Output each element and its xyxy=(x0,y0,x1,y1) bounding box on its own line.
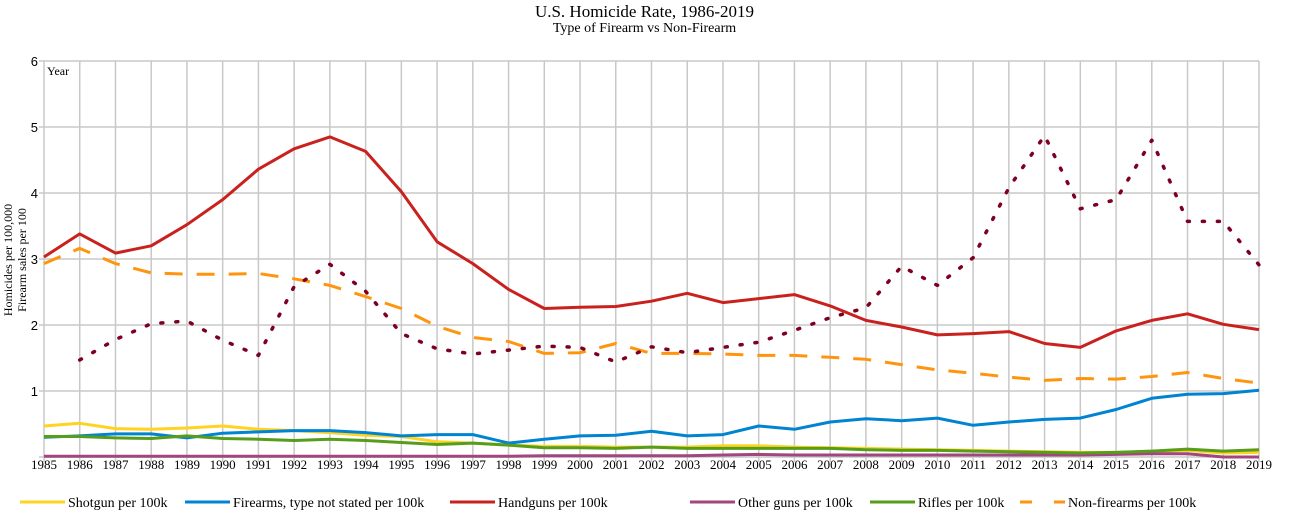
x-tick-label: 2008 xyxy=(853,457,879,472)
legend-label: Non-firearms per 100k xyxy=(1068,496,1196,511)
y-tick-label: 2 xyxy=(31,318,38,333)
y-axis-label-homicides: Homicides per 100,000 xyxy=(1,204,15,316)
x-tick-label: 2012 xyxy=(996,457,1022,472)
x-tick-label: 2016 xyxy=(1139,457,1166,472)
x-tick-label: 2000 xyxy=(567,457,593,472)
series-line-3 xyxy=(44,452,1259,459)
gridlines xyxy=(39,60,1260,462)
series-line-2 xyxy=(43,135,1260,349)
x-tick-label: 2010 xyxy=(924,457,950,472)
x-tick-label: 1992 xyxy=(281,457,307,472)
x-tick-label: 1995 xyxy=(388,457,414,472)
y-tick-label: 5 xyxy=(31,120,38,135)
x-tick-label: 1997 xyxy=(460,457,487,472)
x-tick-label: 2018 xyxy=(1210,457,1236,472)
y-axis-ticks: 1 2 3 4 5 6 xyxy=(31,54,38,399)
y-axis-label-sales: Firearm sales per 100 xyxy=(15,208,29,312)
x-tick-label: 1991 xyxy=(245,457,271,472)
chart-subtitle: Type of Firearm vs Non-Firearm xyxy=(552,21,737,36)
x-axis-label: Year xyxy=(47,64,69,78)
series-lines xyxy=(43,133,1261,459)
series-line-6 xyxy=(77,133,1261,364)
series-line-1 xyxy=(43,388,1260,445)
series-line-5 xyxy=(43,246,1260,385)
x-tick-label: 2007 xyxy=(817,457,844,472)
legend-label: Rifles per 100k xyxy=(918,496,1004,511)
legend-label: Other guns per 100k xyxy=(738,496,853,511)
x-tick-label: 1999 xyxy=(531,457,557,472)
x-tick-label: 2013 xyxy=(1032,457,1058,472)
x-tick-label: 2006 xyxy=(781,457,808,472)
x-tick-label: 2011 xyxy=(960,457,986,472)
x-tick-label: 2009 xyxy=(889,457,915,472)
x-tick-label: 2001 xyxy=(603,457,629,472)
y-tick-label: 3 xyxy=(31,252,38,267)
x-tick-label: 2004 xyxy=(710,457,737,472)
x-tick-label: 1989 xyxy=(174,457,200,472)
legend-label: Shotgun per 100k xyxy=(68,496,168,511)
legend-label: Firearms, type not stated per 100k xyxy=(233,496,424,511)
y-tick-label: 1 xyxy=(31,384,38,399)
x-tick-label: 1998 xyxy=(496,457,522,472)
x-axis-ticks: 1985 1986 1987 1988 1989 1990 1991 1992 1993 1994… xyxy=(31,457,1272,472)
x-tick-label: 2002 xyxy=(639,457,665,472)
x-tick-label: 1988 xyxy=(138,457,164,472)
x-tick-label: 2014 xyxy=(1067,457,1094,472)
y-tick-label: 4 xyxy=(31,186,38,201)
y-tick-label: 6 xyxy=(31,54,38,69)
chart-title: U.S. Homicide Rate, 1986-2019 xyxy=(534,2,755,21)
x-tick-label: 1987 xyxy=(102,457,129,472)
x-tick-label: 2003 xyxy=(674,457,700,472)
x-tick-label: 1996 xyxy=(424,457,451,472)
x-tick-label: 1993 xyxy=(317,457,343,472)
x-tick-label: 2017 xyxy=(1175,457,1202,472)
x-tick-label: 1990 xyxy=(210,457,236,472)
legend-label: Handguns per 100k xyxy=(498,496,608,511)
x-tick-label: 1986 xyxy=(67,457,94,472)
x-tick-label: 1985 xyxy=(31,457,57,472)
x-tick-label: 2019 xyxy=(1246,457,1272,472)
x-tick-label: 1994 xyxy=(353,457,380,472)
x-tick-label: 2005 xyxy=(746,457,772,472)
x-tick-label: 2015 xyxy=(1103,457,1129,472)
legend: Shotgun per 100k Firearms, type not state… xyxy=(20,496,1196,511)
